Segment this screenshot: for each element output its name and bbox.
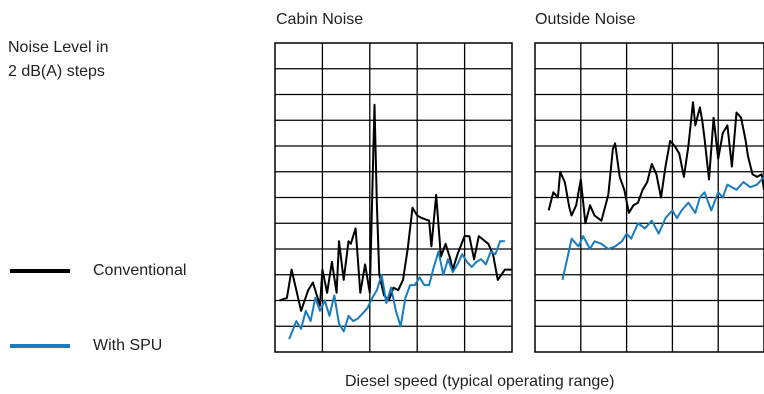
outside-noise-chart <box>535 43 764 352</box>
cabin-noise-chart <box>275 43 512 352</box>
cabin-conventional-series-line <box>280 105 512 311</box>
outside-spu-series-line <box>563 177 764 280</box>
